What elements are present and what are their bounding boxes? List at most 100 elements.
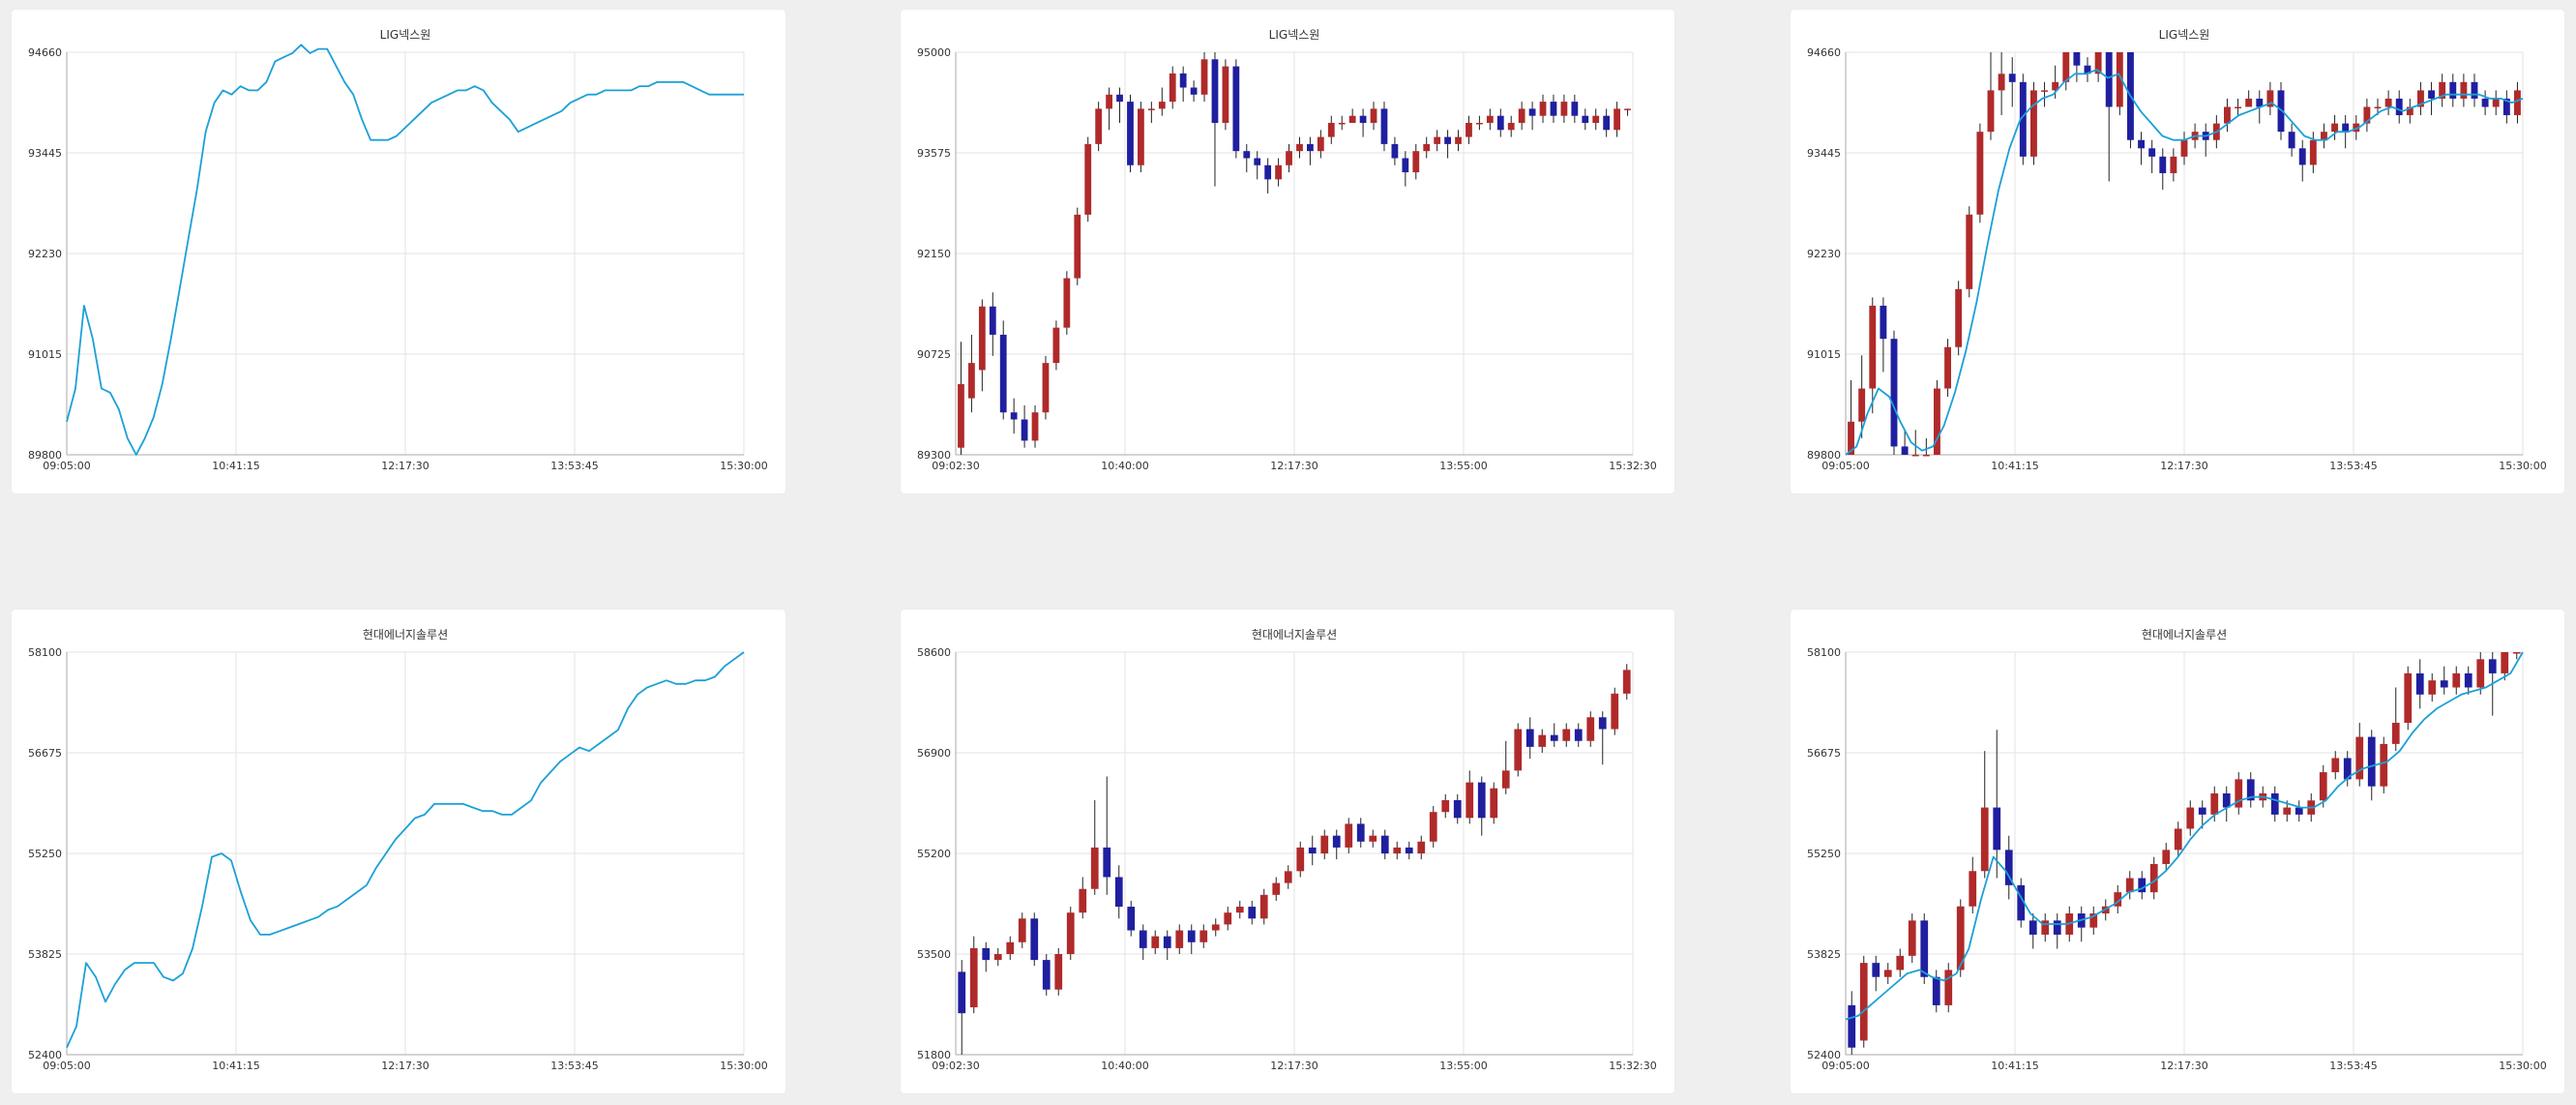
x-tick-label: 12:17:30 [381,1060,429,1072]
candle-body [1190,87,1198,95]
candle-body [1603,115,1611,131]
y-tick-label: 89800 [28,449,62,462]
candle-body [2053,920,2061,935]
candle-body [1054,954,1063,990]
candle-body [1920,920,1929,977]
candle-body [2094,52,2102,75]
candle-body [2384,98,2392,107]
candle-body [1550,734,1558,741]
candle-body [1858,388,1866,422]
candle-body [2288,132,2295,149]
x-tick-label: 10:40:00 [1101,460,1148,472]
x-tick-label: 15:30:00 [720,460,767,472]
candle-body [1592,115,1600,123]
candle-body [1222,66,1229,123]
x-tick-label: 13:53:45 [550,460,598,472]
candle-body [1179,73,1187,88]
candle-body [2331,123,2338,133]
candle-body [1859,963,1868,1041]
candle-body [1187,930,1196,942]
candle-body [1320,835,1329,853]
candle-body [2428,680,2437,695]
candle-body [2514,90,2521,116]
candle-body [1423,143,1431,152]
candle-body [2245,98,2253,107]
candle-body [2277,90,2285,133]
candle-body [1307,143,1314,152]
candle-body [2266,90,2274,107]
candle-body [982,947,991,961]
candle-body [2343,758,2352,780]
candle-body [1496,115,1504,131]
series-line [66,651,745,1049]
x-tick-label: 13:55:00 [1439,460,1487,472]
x-tick-label: 15:30:00 [2499,1060,2546,1072]
candle-body [2149,863,2158,893]
candle-body [1955,288,1963,347]
candle-body [2355,736,2364,780]
chart-svg: 현대에너지솔루션 58100 56675 55250 53825 5240009:05:0… [1807,628,2547,1072]
candle-body [2331,758,2340,773]
candle-body [1021,419,1028,441]
candle-body [2084,65,2091,75]
candle-body [1042,960,1051,990]
x-tick-label: 12:17:30 [381,460,429,472]
x-tick-label: 10:40:00 [1101,1060,1148,1072]
candle-body [1434,136,1441,144]
candle-body [1944,346,1951,389]
candle-body [1199,930,1208,942]
candle-body [2283,807,2292,815]
x-tick-label: 09:02:30 [932,460,979,472]
candle-body [2019,81,2027,157]
candle-body [1417,841,1426,853]
candle-body [2256,98,2264,107]
candle-body [1284,871,1292,883]
candle-body [2148,148,2156,157]
y-tick-label: 55250 [1807,848,1841,860]
candle-body [2342,123,2350,133]
y-tick-label: 95000 [917,46,951,59]
candle-body [2488,659,2497,673]
candle-body [2406,106,2413,116]
candle-body [1380,835,1389,853]
candle-body [1611,693,1619,730]
candle-body [2309,139,2317,165]
y-tick-label: 93575 [917,147,951,160]
candle-body [1571,102,1579,116]
candle-body [2062,52,2070,82]
candle-body [1393,847,1402,853]
candle-body [1127,102,1134,165]
candle-body [1151,936,1160,948]
x-tick-label: 09:05:00 [43,460,90,472]
candle-body [2367,736,2376,787]
x-tick-label: 13:53:45 [550,1060,598,1072]
candle-body [1006,941,1015,954]
candle-body [1453,799,1462,819]
y-tick-label: 56675 [1807,747,1841,760]
candle-body [1969,871,1977,907]
candle-body [1624,108,1631,110]
candle-body [1932,976,1940,1005]
candle-body [2073,52,2081,66]
y-tick-label: 51800 [917,1049,951,1061]
candle-body [1066,912,1075,954]
candle-body [1514,729,1523,771]
candle-body [1848,421,1854,455]
candle-body [1405,847,1413,853]
candle-body [1147,108,1155,110]
x-tick-label: 15:32:30 [1609,460,1656,472]
candle-body [1934,388,1940,455]
x-tick-label: 09:05:00 [43,1060,90,1072]
series-line [1845,69,2524,456]
candle-body [2052,81,2059,91]
candle-body [2492,98,2500,107]
candle-body [1911,455,1919,457]
candle-body [1993,807,2001,851]
candle-body [1550,102,1557,116]
candle-body [1296,847,1305,872]
candle-body [2321,132,2327,140]
x-tick-label: 10:41:15 [1991,460,2038,472]
chart-svg: 현대에너지솔루션 58600 56900 55200 53500 5180009:02:3… [917,628,1657,1072]
